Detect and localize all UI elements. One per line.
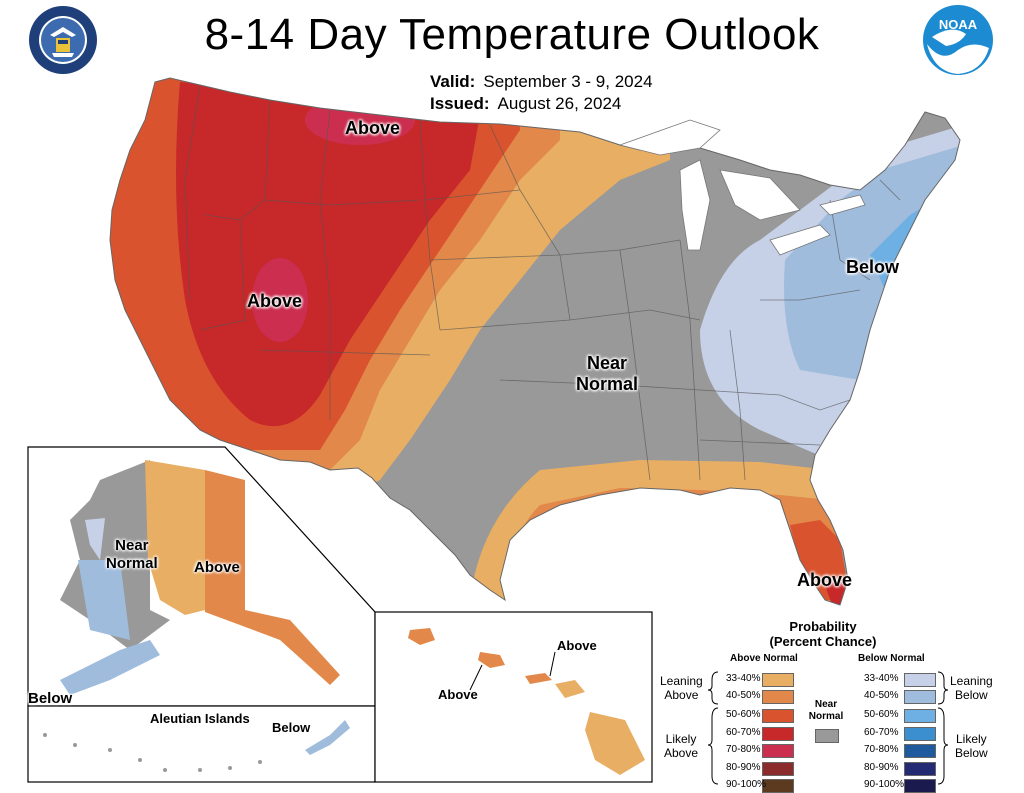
great-lakes (618, 119, 866, 256)
legend-leaning-above: Leaning Above (660, 674, 703, 702)
below-legend-swatch (904, 744, 936, 758)
conus-above-florida-50-60-zone (790, 520, 850, 600)
below-legend-row: 50-60% (0, 709, 1024, 723)
above-legend-swatch (762, 690, 794, 704)
above-legend-range-label: 60-70% (726, 727, 761, 738)
noaa-logo-text: NOAA (939, 17, 978, 32)
label-above-florida: Above (797, 570, 853, 590)
label-above-north: Above (345, 118, 401, 138)
above-legend-range-label: 50-60% (726, 709, 761, 720)
below-legend-row: 60-70% (0, 727, 1024, 741)
above-legend-swatch (762, 673, 794, 687)
legend-likely-below: Likely Below (955, 732, 988, 760)
above-legend-range-label: 70-80% (726, 744, 761, 755)
above-legend-swatch (762, 727, 794, 741)
below-legend-range-label: 50-60% (864, 709, 899, 720)
below-legend-swatch (904, 709, 936, 723)
above-legend-row: 33-40% (0, 673, 1024, 687)
valid-dates: Valid: September 3 - 9, 2024 (430, 72, 653, 91)
below-legend-swatch (904, 673, 936, 687)
aleutian-islands (43, 733, 262, 772)
legend-leaning-below: Leaning Below (950, 674, 993, 702)
above-legend-swatch (762, 744, 794, 758)
label-hawaii-above-east: Above (557, 638, 597, 653)
above-legend-row: 80-90% (0, 762, 1024, 776)
above-legend-range-label: 33-40% (726, 673, 761, 684)
below-legend-range-label: 70-80% (864, 744, 899, 755)
label-hawaii-above-west: Above (438, 687, 478, 702)
label-alaska-above: Above (194, 559, 240, 576)
above-legend-range-label: 80-90% (726, 762, 761, 773)
state-boundaries (184, 84, 901, 481)
label-near-normal: Near Normal (576, 353, 639, 394)
issued-date: Issued: August 26, 2024 (430, 94, 622, 113)
legend-below-header: Below Normal (858, 653, 925, 664)
aleutian-below-zone (305, 720, 350, 755)
below-legend-row: 33-40% (0, 673, 1024, 687)
label-aleutian-below: Below (272, 720, 311, 735)
above-legend-swatch (762, 709, 794, 723)
below-legend-range-label: 80-90% (864, 762, 899, 773)
below-legend-swatch (904, 727, 936, 741)
above-legend-row: 50-60% (0, 709, 1024, 723)
page-title: 8-14 Day Temperature Outlook (204, 10, 820, 59)
below-legend-row: 40-50% (0, 690, 1024, 704)
commerce-seal-icon (29, 6, 97, 74)
below-legend-range-label: 90-100% (864, 779, 905, 790)
hawaii-islands (408, 628, 645, 775)
legend-likely-above: Likely Above (664, 732, 699, 760)
above-legend-range-label: 40-50% (726, 690, 761, 701)
label-below-east: Below (846, 257, 900, 277)
conus-above-60-70-zone (176, 82, 480, 427)
legend-near-normal-label: Near Normal (808, 699, 844, 722)
alaska-shape (60, 460, 340, 695)
above-legend-row: 40-50% (0, 690, 1024, 704)
label-alaska-below: Below (28, 690, 73, 707)
aleutian-title: Aleutian Islands (150, 711, 250, 726)
below-legend-range-label: 40-50% (864, 690, 899, 701)
conus-above-70-80-west (252, 258, 308, 342)
legend-above-header: Above Normal (730, 653, 798, 664)
legend-title: Probability (Percent Chance) (769, 619, 877, 649)
below-legend-swatch (904, 762, 936, 776)
above-legend-row: 70-80% (0, 744, 1024, 758)
label-alaska-near-normal: Near Normal (106, 537, 158, 572)
above-legend-swatch (762, 762, 794, 776)
below-legend-range-label: 33-40% (864, 673, 899, 684)
noaa-logo-icon: NOAA (923, 5, 993, 75)
legend-near-normal-swatch (815, 729, 839, 743)
below-legend-row: 70-80% (0, 744, 1024, 758)
below-legend-range-label: 60-70% (864, 727, 899, 738)
label-above-west: Above (247, 291, 303, 311)
below-legend-row: 80-90% (0, 762, 1024, 776)
below-legend-swatch (904, 690, 936, 704)
above-legend-range-label: 90-100% (726, 779, 767, 790)
above-legend-row: 60-70% (0, 727, 1024, 741)
